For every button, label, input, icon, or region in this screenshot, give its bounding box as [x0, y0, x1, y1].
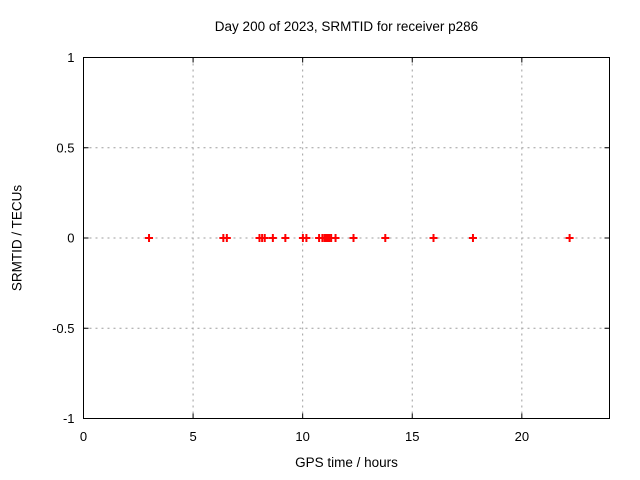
data-point-marker: [429, 234, 438, 242]
x-tick-label: 5: [189, 429, 196, 444]
y-tick-label: 0: [67, 231, 74, 246]
chart-title: Day 200 of 2023, SRMTID for receiver p28…: [214, 19, 479, 34]
data-point-marker: [468, 234, 477, 242]
data-point-marker: [145, 234, 154, 242]
data-point-marker: [222, 234, 231, 242]
data-point-marker: [331, 234, 340, 242]
data-point-marker: [381, 234, 390, 242]
data-point-marker: [268, 234, 277, 242]
x-axis-title: GPS time / hours: [295, 455, 398, 470]
data-point-marker: [565, 234, 574, 242]
plot-border: [83, 57, 610, 419]
data-point-marker: [260, 234, 269, 242]
y-tick-label: 1: [67, 50, 74, 65]
x-tick-label: 0: [80, 429, 87, 444]
data-point-marker: [281, 234, 290, 242]
y-tick-label: -1: [63, 411, 75, 426]
y-tick-label: -0.5: [52, 321, 74, 336]
x-tick-label: 15: [405, 429, 419, 444]
data-point-marker: [349, 234, 358, 242]
x-tick-label: 10: [295, 429, 309, 444]
y-tick-label: 0.5: [56, 140, 74, 155]
x-tick-label: 20: [515, 429, 529, 444]
data-point-marker: [302, 234, 311, 242]
